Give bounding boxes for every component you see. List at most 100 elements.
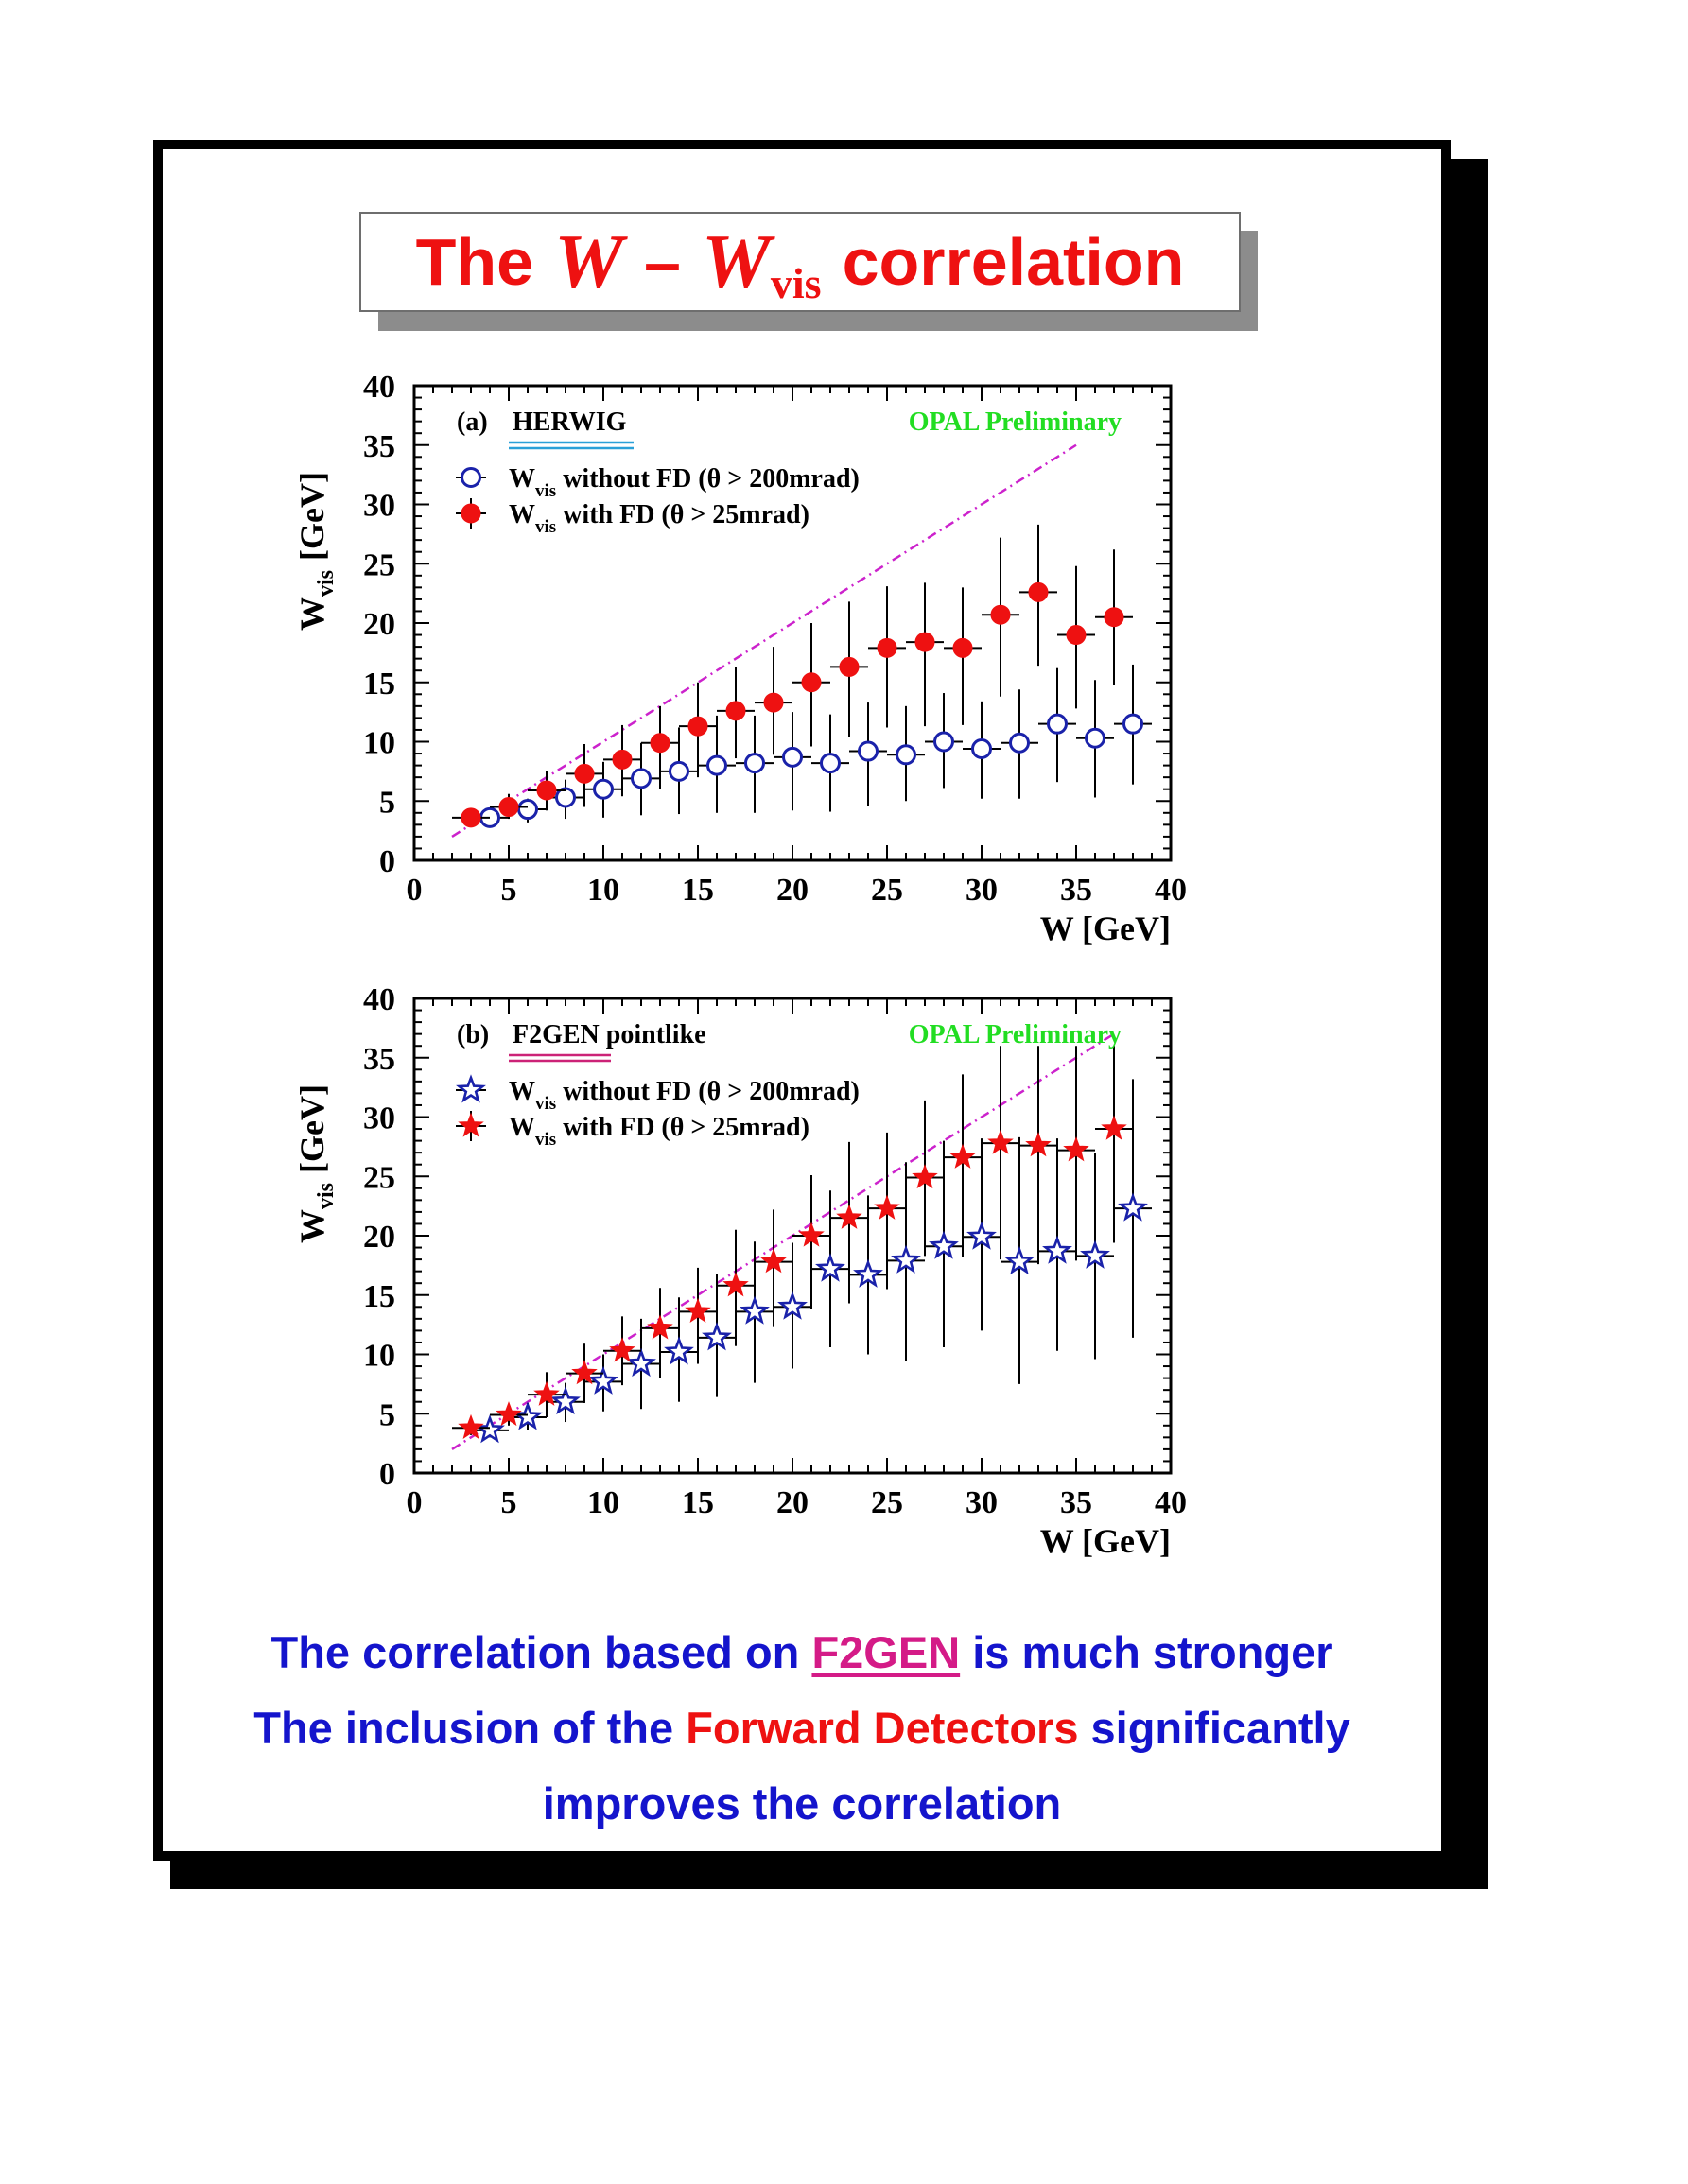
legend-text-main: W — [509, 500, 535, 529]
data-point — [593, 778, 614, 800]
y-axis-label-sub: vis — [314, 570, 339, 597]
y-tick-label: 5 — [379, 785, 395, 820]
legend-text-rest: without FD (θ > 200mrad) — [556, 464, 860, 494]
opal-preliminary-label: OPAL Preliminary — [909, 1020, 1122, 1049]
data-point — [815, 1253, 845, 1282]
x-axis-label: W [GeV] — [1040, 910, 1171, 947]
legend-text-main: W — [509, 1113, 535, 1142]
data-point — [650, 733, 670, 754]
series-0 — [471, 664, 1152, 828]
y-axis-label: Wvis [GeV] — [293, 472, 339, 631]
summary-line-1-pre: The correlation based on — [270, 1627, 812, 1677]
data-point — [1101, 1115, 1127, 1140]
diagonal-line — [451, 443, 1077, 838]
data-point — [987, 1129, 1014, 1154]
data-point — [702, 1322, 732, 1351]
data-point — [966, 1221, 997, 1250]
y-tick-label: 25 — [363, 547, 395, 582]
title-sub-vis: vis — [770, 258, 822, 307]
y-tick-label: 30 — [363, 489, 395, 524]
x-tick-label: 10 — [587, 873, 619, 908]
data-point — [461, 807, 481, 828]
data-point — [588, 1365, 618, 1395]
data-point — [971, 738, 992, 760]
data-point — [1118, 1192, 1148, 1222]
x-tick-label: 0 — [407, 873, 423, 908]
legend-marker — [461, 503, 481, 524]
y-tick-label: 0 — [379, 1457, 395, 1492]
x-tick-label: 5 — [501, 1485, 517, 1520]
y-tick-label: 10 — [363, 1339, 395, 1374]
summary-line-2-post: significantly — [1078, 1703, 1350, 1753]
data-point — [669, 760, 689, 782]
y-axis-label-unit: [GeV] — [293, 472, 331, 561]
data-point — [498, 797, 519, 818]
data-point — [990, 604, 1011, 625]
data-point — [1122, 713, 1143, 735]
data-point — [571, 1360, 598, 1385]
data-point — [722, 1272, 749, 1297]
data-point — [496, 1401, 522, 1427]
data-point — [626, 1347, 656, 1378]
x-tick-label: 0 — [407, 1485, 423, 1520]
data-point — [685, 1297, 711, 1323]
x-tick-label: 20 — [776, 1485, 809, 1520]
data-point — [1042, 1235, 1072, 1264]
summary-line-3: improves the correlation — [542, 1778, 1062, 1829]
legend-text: Wvis without FD (θ > 200mrad) — [509, 1077, 860, 1114]
x-axis-label: W [GeV] — [1040, 1522, 1171, 1560]
legend-text: Wvis without FD (θ > 200mrad) — [509, 464, 860, 501]
summary-line-1: The correlation based on F2GEN is much s… — [153, 1626, 1451, 1678]
y-tick-label: 40 — [363, 982, 395, 1017]
y-axis-label-main: W — [293, 597, 331, 631]
data-point — [517, 799, 538, 821]
legend-text-sub: vis — [535, 1094, 556, 1114]
legend-text-sub: vis — [535, 1130, 556, 1150]
summary-forward-detectors: Forward Detectors — [686, 1703, 1079, 1753]
data-point — [877, 637, 897, 658]
generator-rest: pointlike — [600, 1020, 706, 1049]
y-tick-label: 15 — [363, 1279, 395, 1314]
data-point — [555, 787, 576, 808]
x-tick-label: 40 — [1155, 873, 1187, 908]
y-axis-label-unit: [GeV] — [293, 1084, 331, 1173]
y-tick-label: 30 — [363, 1101, 395, 1136]
data-point — [949, 1143, 976, 1169]
diagonal-line — [451, 1032, 1115, 1450]
x-tick-label: 30 — [966, 1485, 998, 1520]
y-tick-label: 25 — [363, 1160, 395, 1195]
slide-frame — [153, 140, 1451, 1861]
legend-marker — [461, 467, 481, 488]
data-point — [763, 692, 784, 713]
data-point — [820, 753, 841, 774]
y-tick-label: 20 — [363, 607, 395, 642]
y-tick-label: 20 — [363, 1220, 395, 1255]
data-point — [760, 1248, 787, 1274]
data-point — [836, 1204, 862, 1229]
data-point — [725, 701, 746, 721]
data-point — [1080, 1239, 1110, 1269]
data-point — [853, 1258, 883, 1288]
data-point — [914, 632, 935, 652]
data-point — [1028, 581, 1049, 602]
x-tick-label: 40 — [1155, 1485, 1187, 1520]
legend-text-rest: with FD (θ > 25mrad) — [556, 1113, 809, 1142]
summary-line-2-pre: The inclusion of the — [253, 1703, 687, 1753]
panel-label: (a) — [457, 407, 488, 437]
data-point — [1085, 727, 1105, 749]
data-point — [612, 749, 633, 770]
legend-text-rest: with FD (θ > 25mrad) — [556, 500, 809, 529]
legend-text-sub: vis — [535, 481, 556, 501]
x-tick-label: 30 — [966, 873, 998, 908]
data-point — [609, 1337, 635, 1362]
y-tick-label: 35 — [363, 429, 395, 464]
page-title: The W – W vis correlation — [359, 212, 1241, 312]
legend-text-sub: vis — [535, 517, 556, 537]
data-point — [801, 672, 822, 693]
data-point — [647, 1314, 673, 1340]
data-point — [896, 744, 916, 766]
data-point — [929, 1230, 959, 1259]
x-tick-label: 10 — [587, 1485, 619, 1520]
legend-text: Wvis with FD (θ > 25mrad) — [509, 500, 809, 537]
